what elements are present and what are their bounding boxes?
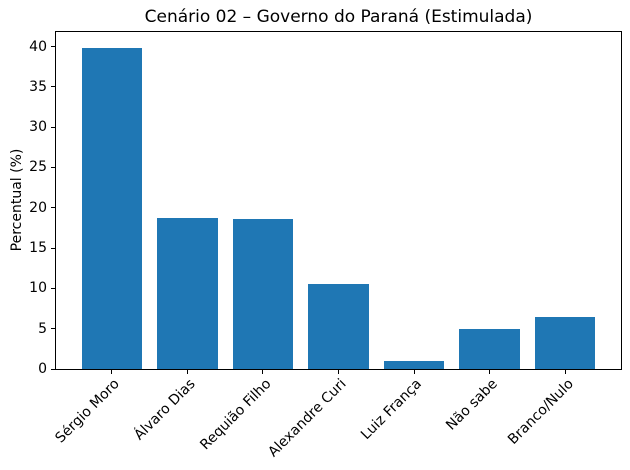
x-tick: [564, 370, 566, 374]
y-tick-label: 15: [29, 240, 47, 257]
y-axis-label: Percentual (%): [9, 148, 25, 252]
y-tick: [51, 247, 55, 249]
x-tick-label: Alexandre Curi: [265, 376, 350, 461]
x-tick-label: Sérgio Moro: [52, 376, 124, 447]
x-tick: [413, 370, 415, 374]
x-tick: [489, 370, 491, 374]
plot-area: 0 5 10 15 20 25 30 35 40 Sérgio Moro Álvaro Dias Re…: [29, 31, 622, 460]
x-tick-label: Requião Filho: [197, 376, 275, 454]
y-tick: [51, 207, 55, 209]
y-tick-label: 40: [29, 38, 47, 55]
y-tick-label: 5: [38, 320, 47, 337]
y-tick-label: 0: [38, 361, 47, 377]
x-tick-label: Luiz França: [358, 376, 426, 443]
x-tick-label: Não sabe: [443, 376, 501, 434]
x-tick-label: Álvaro Dias: [131, 376, 199, 444]
x-tick: [338, 370, 339, 374]
y-tick: [51, 46, 55, 47]
y-tick-label: 25: [29, 159, 47, 176]
y-tick-label: 10: [29, 280, 47, 297]
y-tick-label: 20: [29, 199, 47, 216]
bar: [534, 317, 596, 369]
y-tick: [51, 287, 55, 289]
y-tick: [51, 86, 55, 88]
y-tick: [51, 328, 55, 330]
y-tick-label: 35: [29, 78, 47, 95]
y-tick-label: 30: [29, 119, 47, 136]
chart-title: Cenário 02 – Governo do Paraná (Estimula…: [144, 7, 533, 27]
bar: [459, 328, 520, 369]
x-tick-label: Branco/Nulo: [504, 376, 577, 448]
x-tick: [186, 370, 188, 374]
bar: [157, 218, 218, 369]
bar: [232, 219, 294, 369]
y-tick: [51, 166, 55, 168]
bar: [383, 360, 445, 369]
bar: [81, 48, 143, 369]
y-tick: [51, 126, 55, 128]
x-tick: [262, 370, 264, 374]
bar: [308, 284, 369, 369]
x-tick: [111, 370, 113, 374]
y-tick: [51, 368, 55, 370]
